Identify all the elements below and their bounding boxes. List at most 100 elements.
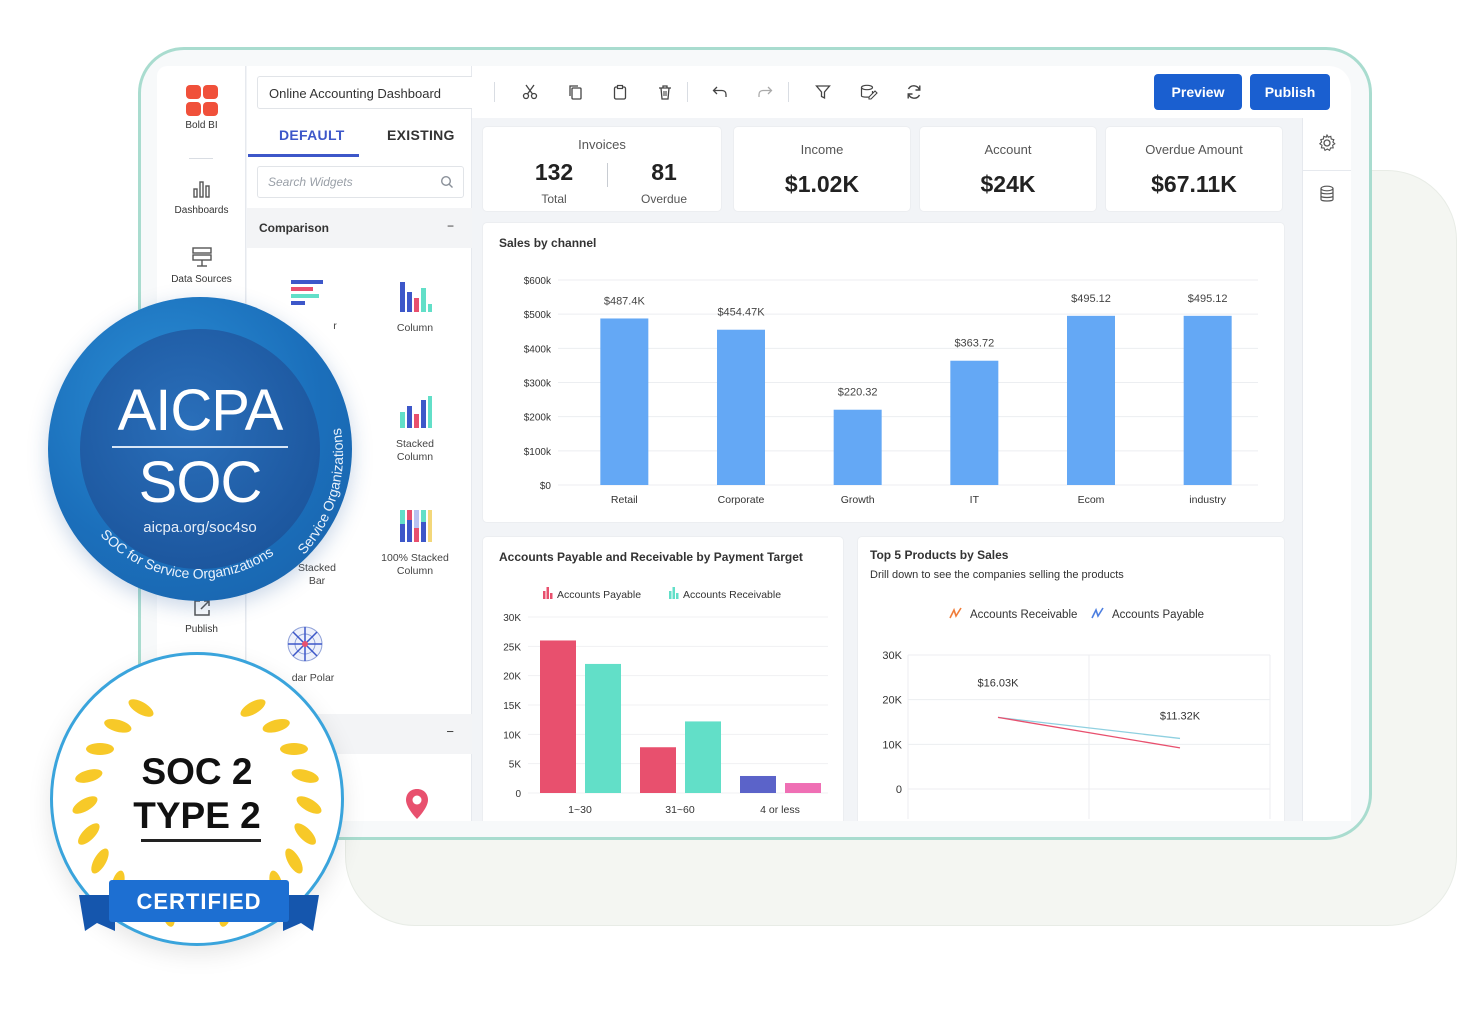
- legend-swatch: [669, 591, 672, 599]
- rail-item-label: Data Sources: [171, 274, 232, 285]
- rail-divider: [1303, 170, 1351, 171]
- kpi-value: $67.11K: [1151, 171, 1237, 197]
- y-tick-label: $0: [540, 481, 552, 492]
- widget-tabs: DEFAULT EXISTING: [247, 116, 472, 158]
- y-tick-label: $600k: [524, 276, 552, 287]
- laurel-leaf: [75, 769, 103, 783]
- y-tick-label: 30K: [503, 613, 521, 624]
- bar-widget-icon: [291, 280, 323, 305]
- publish-button[interactable]: Publish: [1250, 74, 1330, 110]
- payable-receivable-chart: Accounts Payable Accounts Receivable 0 5K 10…: [503, 587, 828, 816]
- delete-icon[interactable]: [657, 84, 673, 100]
- bold-bi-logo[interactable]: Bold BI: [157, 84, 246, 135]
- rail-item-dashboards[interactable]: Dashboards: [157, 179, 246, 216]
- bar: [950, 360, 999, 485]
- aicpa-subtitle: SOC: [138, 450, 263, 515]
- x-tick-label: 4 or less: [760, 804, 800, 816]
- tab-default[interactable]: DEFAULT: [279, 127, 345, 143]
- widget-100-stacked-column[interactable]: 100% Stacked Column: [365, 508, 465, 578]
- paste-icon[interactable]: [612, 84, 628, 100]
- filter-icon[interactable]: [815, 84, 831, 100]
- series-line: [997, 716, 1181, 749]
- kpi-label: Invoices: [578, 137, 626, 152]
- widget-stacked-column[interactable]: Stacked Column: [365, 394, 465, 464]
- certified-ribbon: CERTIFIED: [109, 880, 289, 922]
- widget-label: 100% Stacked Column: [381, 552, 449, 577]
- sales-by-channel-card[interactable]: Sales by channel $0 $100k $200k $300k $400k $…: [483, 223, 1284, 522]
- bar: [1067, 315, 1115, 485]
- gear-icon[interactable]: [1318, 134, 1336, 152]
- refresh-icon[interactable]: [906, 84, 922, 100]
- preview-button[interactable]: Preview: [1154, 74, 1242, 110]
- kpi-income[interactable]: Income $1.02K: [734, 127, 910, 211]
- radar-widget-icon: [287, 626, 323, 662]
- kpi-overdue-amount[interactable]: Overdue Amount $67.11K: [1106, 127, 1282, 211]
- column-widget-icon: [400, 282, 432, 312]
- stacked-column-widget-icon: [400, 396, 432, 428]
- x-tick-label: Growth: [841, 494, 875, 506]
- laurel-leaf: [291, 769, 319, 783]
- widget-stacked-bar[interactable]: Stacked Bar: [257, 562, 357, 588]
- x-tick-label: IT: [970, 494, 980, 506]
- legend-line-icon: [1091, 607, 1104, 619]
- y-tick-label: 10K: [882, 739, 902, 751]
- toolbar-divider: [687, 82, 688, 102]
- copy-icon[interactable]: [567, 84, 583, 100]
- y-tick-label: 20K: [503, 672, 521, 683]
- y-tick-label: 20K: [882, 695, 902, 707]
- y-tick-label: 10K: [503, 730, 521, 741]
- bar: [640, 747, 676, 793]
- cut-icon[interactable]: [522, 84, 538, 100]
- legend-item: Accounts Receivable: [669, 587, 781, 601]
- top-products-card[interactable]: Top 5 Products by Sales Drill down to se…: [858, 537, 1284, 821]
- legend-label: Accounts Receivable: [683, 589, 781, 601]
- aicpa-title: AICPA: [117, 378, 284, 443]
- tab-existing[interactable]: EXISTING: [387, 127, 455, 143]
- widget-bar[interactable]: r: [257, 278, 357, 333]
- widget-column[interactable]: Column: [365, 278, 465, 335]
- laurel-leaf: [128, 699, 154, 717]
- bar: [600, 318, 649, 485]
- chart-title: Sales by channel: [499, 236, 597, 250]
- laurel-leaf: [285, 848, 303, 874]
- payable-receivable-card[interactable]: Accounts Payable and Receivable by Payme…: [483, 537, 843, 821]
- collapse-icon[interactable]: −: [446, 219, 454, 233]
- redo-icon[interactable]: [757, 84, 773, 100]
- rail-item-publish[interactable]: Publish: [157, 598, 246, 635]
- bar: [740, 775, 776, 793]
- y-tick-label: 25K: [503, 642, 521, 653]
- legend-swatch: [543, 591, 546, 599]
- kpi-account[interactable]: Account $24K: [920, 127, 1096, 211]
- search-widgets-input[interactable]: Search Widgets: [257, 166, 464, 198]
- rail-item-label: Publish: [185, 624, 218, 635]
- y-tick-label: $500k: [524, 310, 552, 321]
- laurel-leaf: [296, 796, 322, 814]
- bar-chart-icon: [192, 181, 210, 198]
- rail-divider: [189, 158, 213, 159]
- active-tab-indicator: [248, 154, 359, 157]
- laurel-leaf: [294, 823, 316, 845]
- data-label: $220.32: [838, 387, 878, 399]
- legend-line-icon: [949, 607, 962, 619]
- widget-radar-polar[interactable]: dar Polar: [257, 624, 357, 685]
- soc2-rule: [141, 839, 261, 842]
- section-comparison[interactable]: Comparison −: [247, 208, 472, 248]
- collapse-icon[interactable]: −: [446, 724, 454, 739]
- data-label: $487.4K: [604, 295, 646, 307]
- legend-label: Accounts Payable: [1112, 609, 1204, 621]
- dashboard-title-field[interactable]: Online Accounting Dashboard: [257, 76, 477, 109]
- laurel-leaf: [104, 718, 132, 733]
- data-label: $454.47K: [717, 307, 765, 319]
- undo-icon[interactable]: [712, 84, 728, 100]
- datasource-icon[interactable]: [1319, 185, 1335, 203]
- widget-map[interactable]: [405, 788, 429, 821]
- laurel-leaf: [86, 743, 115, 755]
- soc2-line1: SOC 2: [141, 751, 253, 792]
- y-tick-label: 0: [515, 789, 521, 800]
- chart-subtitle: Drill down to see the companies selling …: [870, 569, 1124, 581]
- kpi-invoices[interactable]: Invoices 132 Total 81 Overdue: [483, 127, 721, 211]
- data-edit-icon[interactable]: [860, 84, 878, 100]
- laurel-leaf: [279, 743, 308, 755]
- chart-title: Top 5 Products by Sales: [870, 548, 1009, 562]
- rail-item-data-sources[interactable]: Data Sources: [157, 246, 246, 285]
